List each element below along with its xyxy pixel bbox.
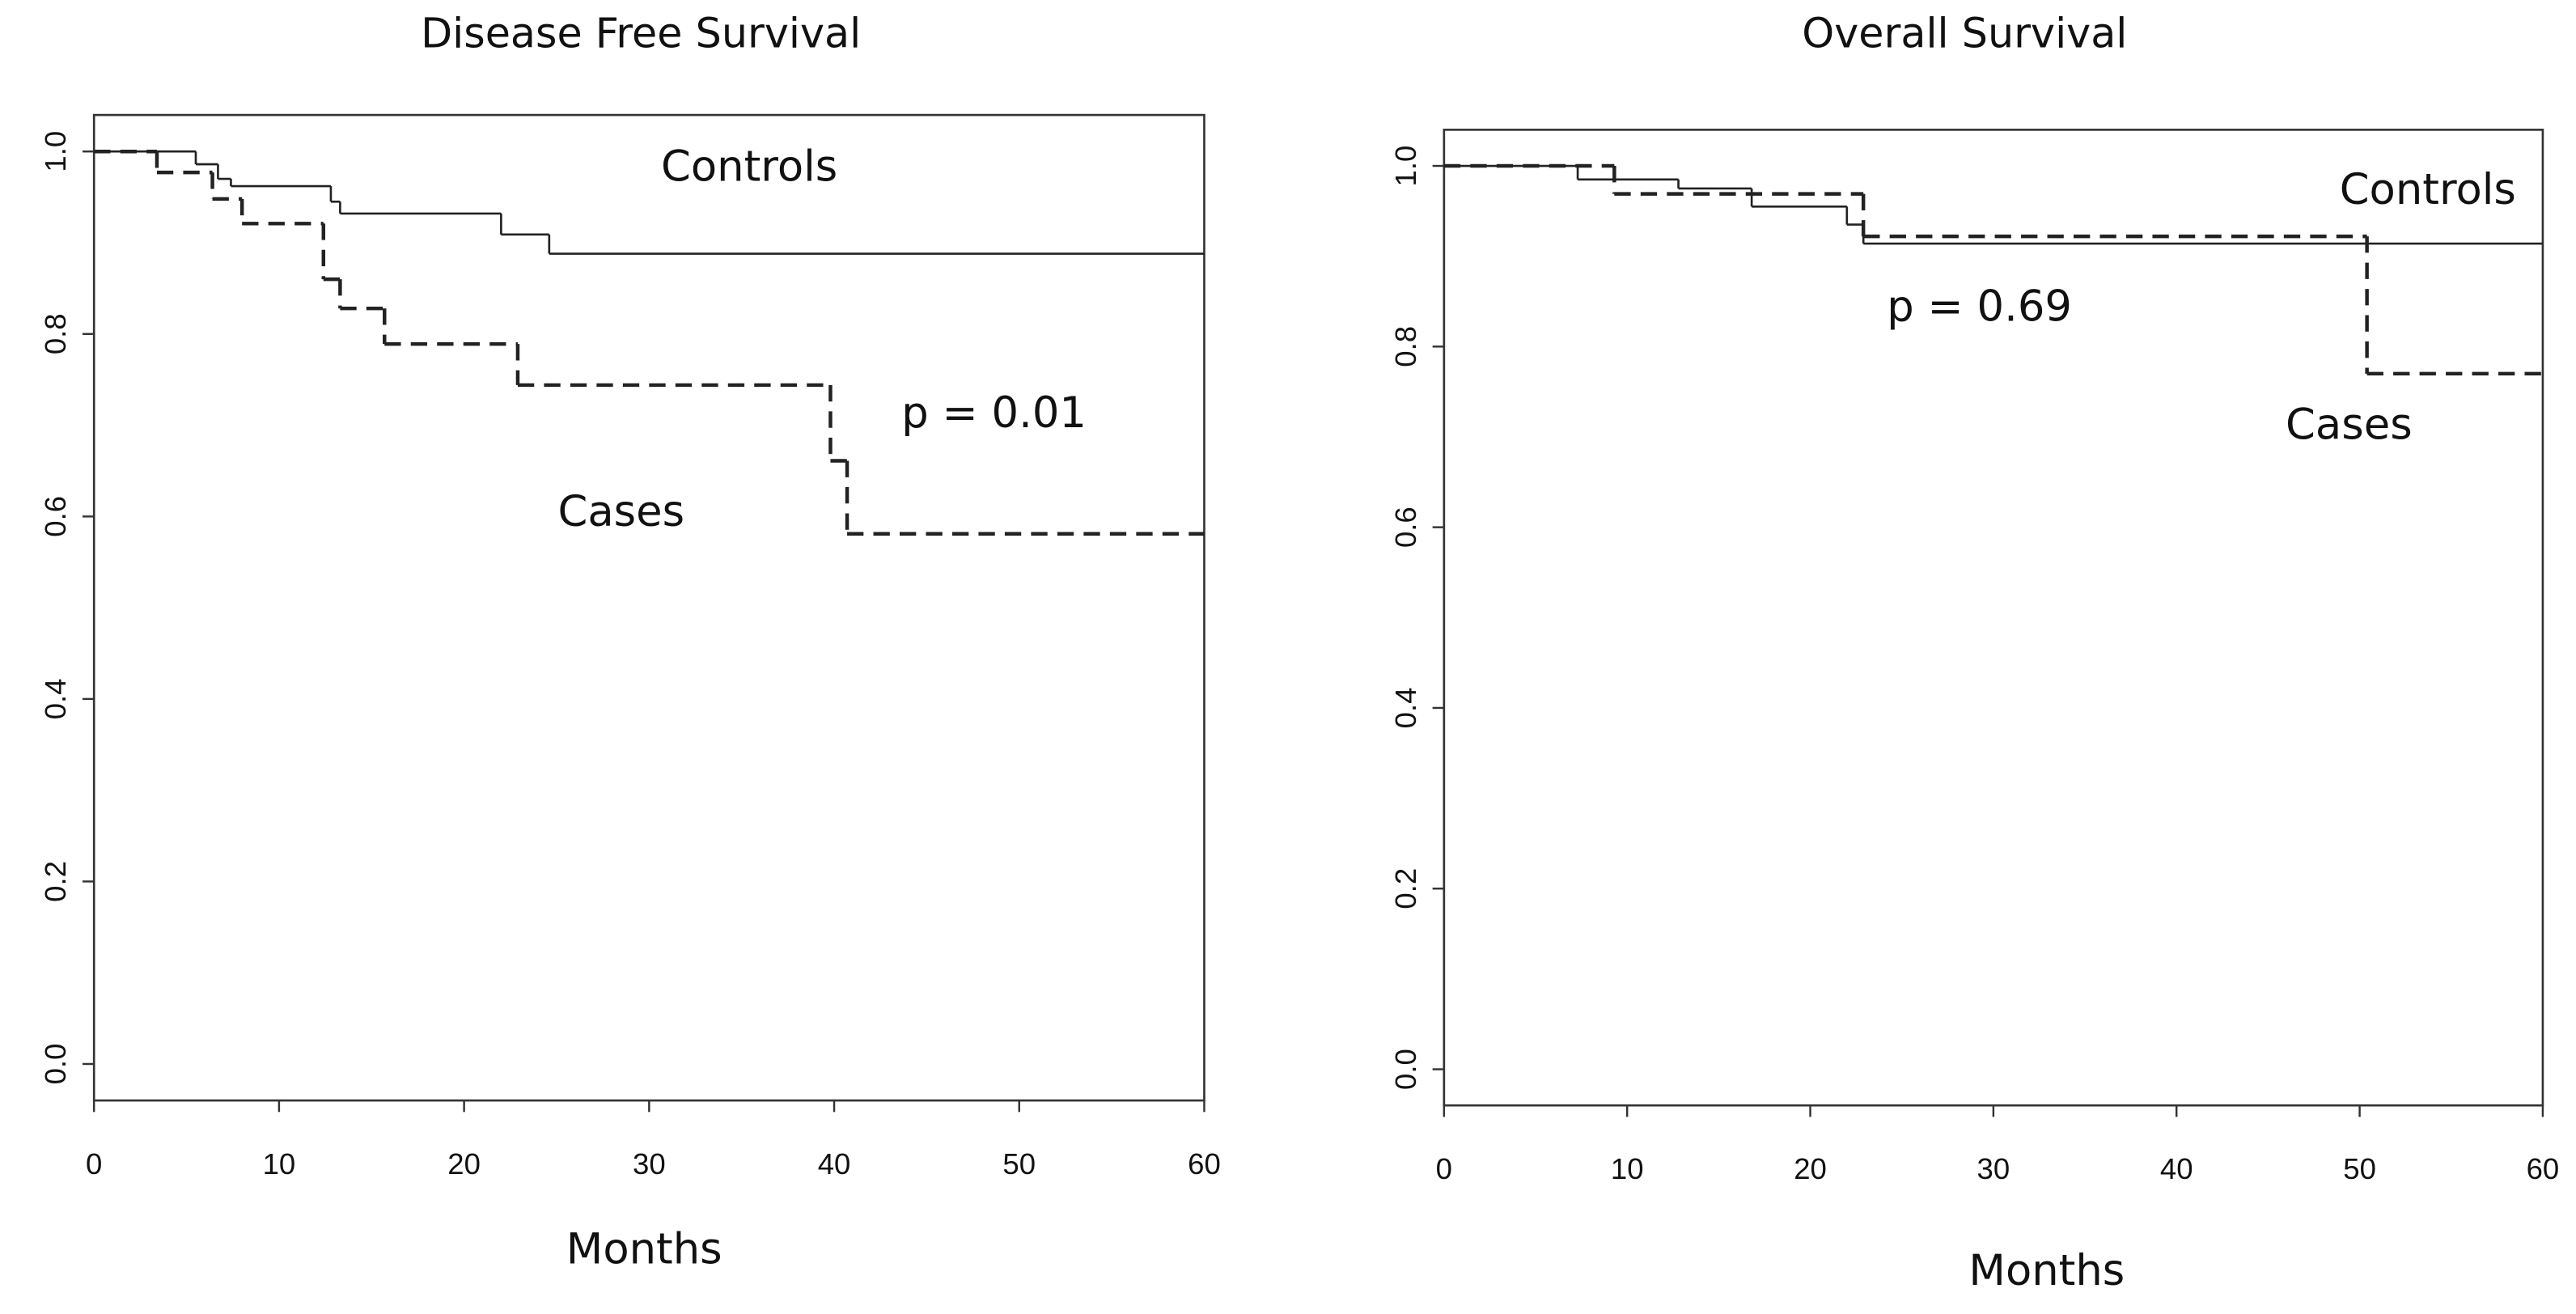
x-tick-label: 10 xyxy=(1611,1152,1644,1185)
chart-title: Disease Free Survival xyxy=(421,10,861,57)
p-value-annotation: p = 0.01 xyxy=(901,388,1087,438)
chart-panel: Overall Survival Months 0 10 20 30 40 50 60 0.0 0.… xyxy=(1389,10,2559,1295)
x-tick-label: 50 xyxy=(2343,1152,2376,1185)
x-tick-label: 0 xyxy=(86,1147,102,1180)
x-tick-label: 30 xyxy=(1977,1152,2010,1185)
x-tick-label: 30 xyxy=(633,1147,666,1180)
y-tick-label: 0.6 xyxy=(1389,507,1422,548)
p-value-annotation: p = 0.69 xyxy=(1887,282,2072,331)
series-label: Cases xyxy=(2286,400,2413,449)
chart-panel: Disease Free Survival Months 0 10 20 30 40 50 60… xyxy=(39,10,1221,1274)
y-tick-label: 0.2 xyxy=(1389,868,1422,909)
y-tick-label: 0.8 xyxy=(1389,326,1422,367)
series-label: Controls xyxy=(661,142,837,192)
y-tick-label: 0.2 xyxy=(39,861,72,902)
y-tick-label: 1.0 xyxy=(1389,146,1422,187)
x-tick-label: 40 xyxy=(818,1147,851,1180)
x-axis-label: Months xyxy=(1968,1246,2125,1295)
x-tick-label: 50 xyxy=(1002,1147,1036,1180)
y-tick-label: 0.0 xyxy=(1389,1049,1422,1090)
y-tick-label: 0.8 xyxy=(39,313,72,354)
x-tick-label: 60 xyxy=(1188,1147,1221,1180)
y-tick-label: 0.0 xyxy=(39,1044,72,1085)
y-tick-label: 1.0 xyxy=(39,131,72,172)
x-tick-label: 60 xyxy=(2527,1152,2560,1185)
x-tick-label: 10 xyxy=(263,1147,296,1180)
y-tick-label: 0.4 xyxy=(39,678,72,719)
series-label: Controls xyxy=(2340,165,2516,214)
chart-title: Overall Survival xyxy=(1802,10,2127,57)
y-tick-label: 0.4 xyxy=(1389,688,1422,729)
x-tick-label: 20 xyxy=(447,1147,481,1180)
plot-frame xyxy=(92,113,1205,1102)
series-label: Cases xyxy=(558,487,685,536)
plot-frame xyxy=(1443,129,2544,1107)
x-tick-label: 0 xyxy=(1436,1152,1452,1185)
x-tick-label: 20 xyxy=(1794,1152,1827,1185)
x-tick-label: 40 xyxy=(2160,1152,2193,1185)
x-axis-label: Months xyxy=(566,1225,722,1274)
y-tick-label: 0.6 xyxy=(39,496,72,537)
